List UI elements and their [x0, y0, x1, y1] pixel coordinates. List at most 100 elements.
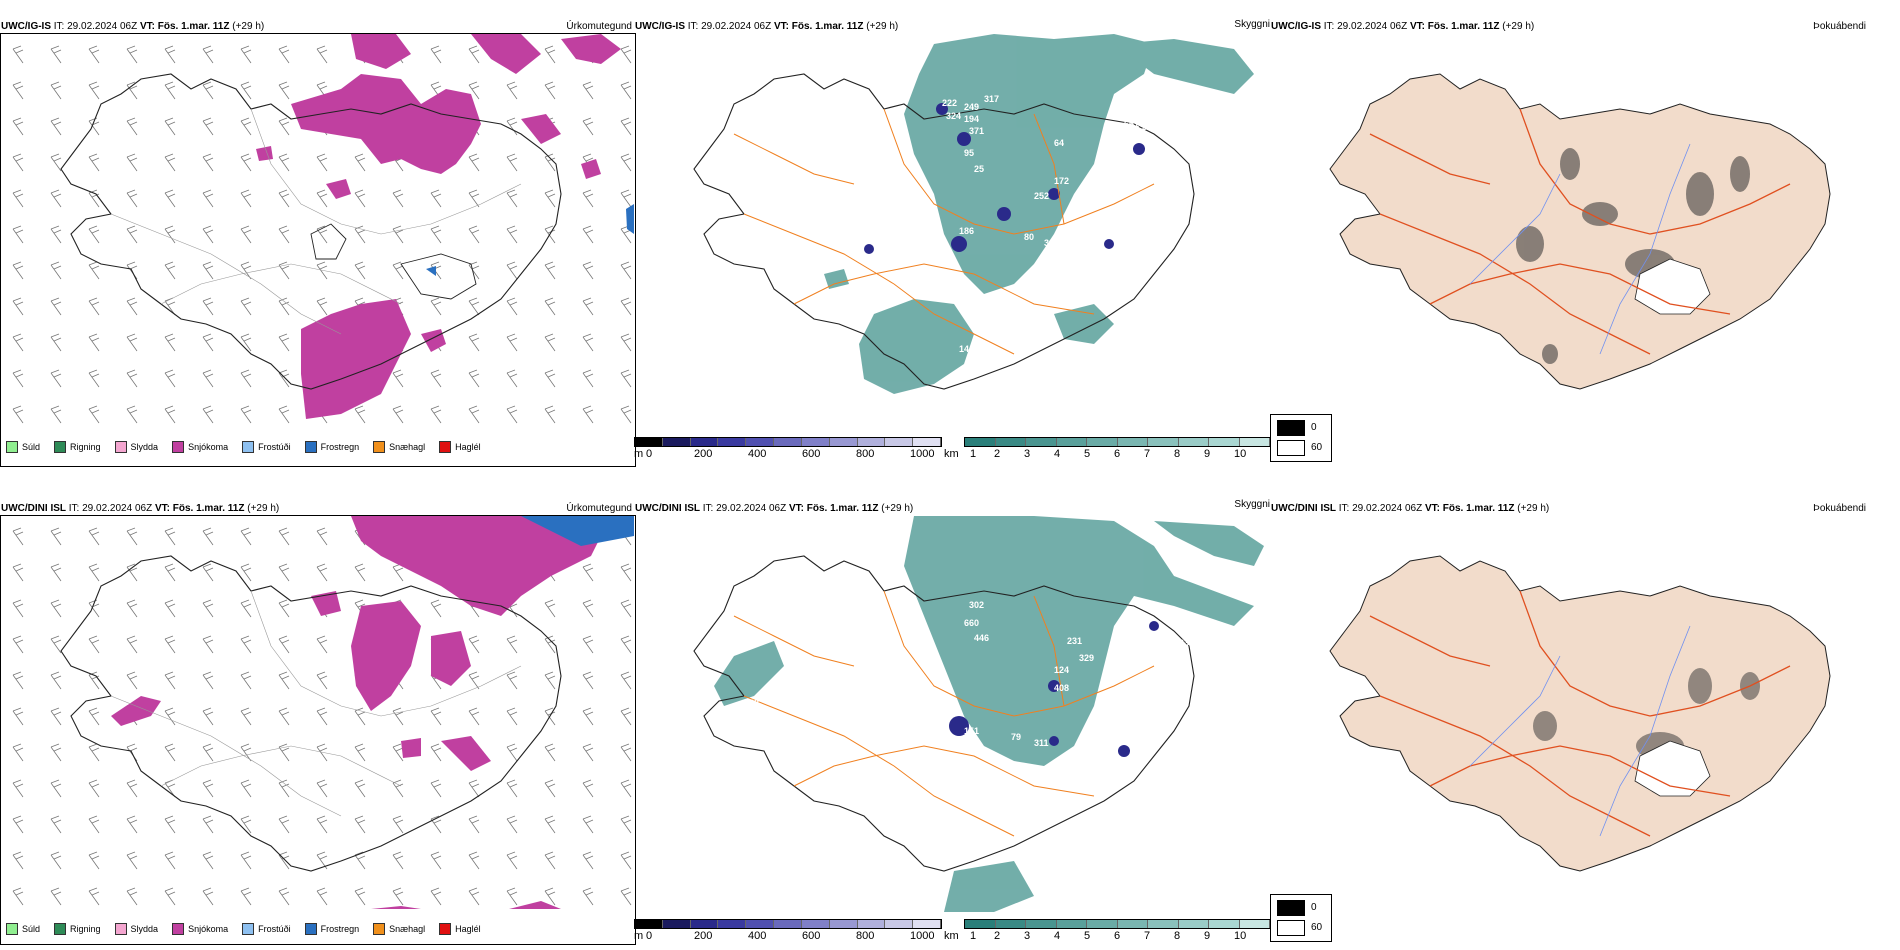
scale-tick: 8 [1174, 448, 1181, 460]
wind-barb [430, 779, 442, 798]
wind-barb [50, 779, 62, 798]
wind-barb [354, 779, 366, 798]
wind-barb [278, 81, 290, 100]
low-ceiling-areas [864, 103, 1145, 254]
wind-barb [202, 405, 214, 424]
cloud-base-label: 50 [1142, 122, 1152, 132]
wind-barb [240, 45, 252, 64]
fog-legend-label: 60 [1311, 922, 1323, 933]
wind-barb [582, 369, 594, 388]
wind-barb [240, 405, 252, 424]
wind-barb [164, 671, 176, 690]
wind-barb [620, 297, 632, 316]
legend-swatch [373, 923, 386, 935]
wind-barb [50, 707, 62, 726]
wind-barb [202, 297, 214, 316]
fog-map [1329, 73, 1831, 390]
wind-barb [164, 189, 176, 208]
wind-barb [202, 887, 214, 906]
wind-barb [316, 707, 328, 726]
colorbar-segment [801, 920, 830, 928]
wind-barb [544, 815, 556, 834]
scale-tick: 400 [748, 930, 767, 942]
wind-barb [468, 671, 480, 690]
wind-barb [12, 81, 24, 100]
wind-barb [316, 225, 328, 244]
colorbar-segment [857, 438, 886, 446]
wind-barb [278, 743, 290, 762]
fog-legend-label: 0 [1311, 422, 1317, 433]
wind-barb [240, 779, 252, 798]
precip-type-panel-row1: UWC/IG-IS IT: 29.02.2024 06Z VT: Fös. 1.… [0, 0, 636, 470]
wind-barb [240, 527, 252, 546]
wind-barb [202, 527, 214, 546]
cloud-base-label: 302 [969, 600, 984, 610]
wind-barb [278, 369, 290, 388]
fog-legend-swatch [1277, 420, 1305, 436]
wind-barb [620, 333, 632, 352]
colorbar-segment [885, 920, 914, 928]
fog-legend-swatch [1277, 900, 1305, 916]
iceland-coastline [693, 555, 1195, 872]
fog-legend: 0 60 [1270, 894, 1332, 942]
wind-barb [278, 815, 290, 834]
legend-item: Slydda [114, 923, 158, 935]
wind-barb [88, 527, 100, 546]
visibility-colorbar [964, 437, 1270, 447]
wind-barb [506, 81, 518, 100]
wind-barb [202, 851, 214, 870]
wind-barb [392, 563, 404, 582]
cloud-base-label: 79 [1011, 732, 1021, 742]
wind-barb [88, 743, 100, 762]
colorbar-segment [965, 438, 996, 446]
scale-unit: m [634, 448, 644, 460]
wind-barb [392, 887, 404, 906]
wind-barb [50, 405, 62, 424]
wind-barb [468, 369, 480, 388]
legend-item: Snjókoma [172, 441, 228, 453]
wind-barb [620, 261, 632, 280]
wind-barb [164, 635, 176, 654]
scale-tick: 8 [1174, 930, 1181, 942]
wind-barb [354, 887, 366, 906]
wind-barb [620, 635, 632, 654]
wind-barb [278, 261, 290, 280]
wind-barb [392, 405, 404, 424]
wind-barb [278, 851, 290, 870]
cloud-base-label: 302 [1044, 238, 1059, 248]
cloud-base-label: 317 [984, 94, 999, 104]
wind-barb [582, 743, 594, 762]
colorbar-segment [690, 920, 719, 928]
wind-barb [202, 671, 214, 690]
cloud-base-label: 594 [1124, 106, 1139, 116]
cloud-base-label: 161 [1139, 738, 1154, 748]
wind-barb [582, 81, 594, 100]
panel-title: Skyggni [1234, 19, 1270, 30]
legend-item: Snjókoma [172, 923, 228, 935]
wind-barb [88, 887, 100, 906]
colorbar-segment [829, 438, 858, 446]
colorbar-segment [1026, 438, 1057, 446]
wind-barb [316, 635, 328, 654]
scale-tick: 800 [856, 930, 875, 942]
scale-tick: 3 [1024, 930, 1031, 942]
wind-barb [544, 599, 556, 618]
wind-barb [430, 743, 442, 762]
wind-barb [88, 153, 100, 172]
wind-barb [316, 815, 328, 834]
wind-barb [278, 189, 290, 208]
cloud-base-label: 660 [964, 618, 979, 628]
colorbar-segment [1117, 438, 1148, 446]
cloud-base-label: 122 [1124, 244, 1139, 254]
wind-barb [620, 599, 632, 618]
wind-barb [620, 563, 632, 582]
wind-barb [506, 707, 518, 726]
colorbar-segment [1239, 438, 1270, 446]
wind-barb [126, 405, 138, 424]
wind-barb [620, 81, 632, 100]
wind-barb [50, 189, 62, 208]
wind-barb [164, 45, 176, 64]
wind-barb [164, 743, 176, 762]
wind-barb [202, 563, 214, 582]
colorbar-segment [746, 920, 775, 928]
